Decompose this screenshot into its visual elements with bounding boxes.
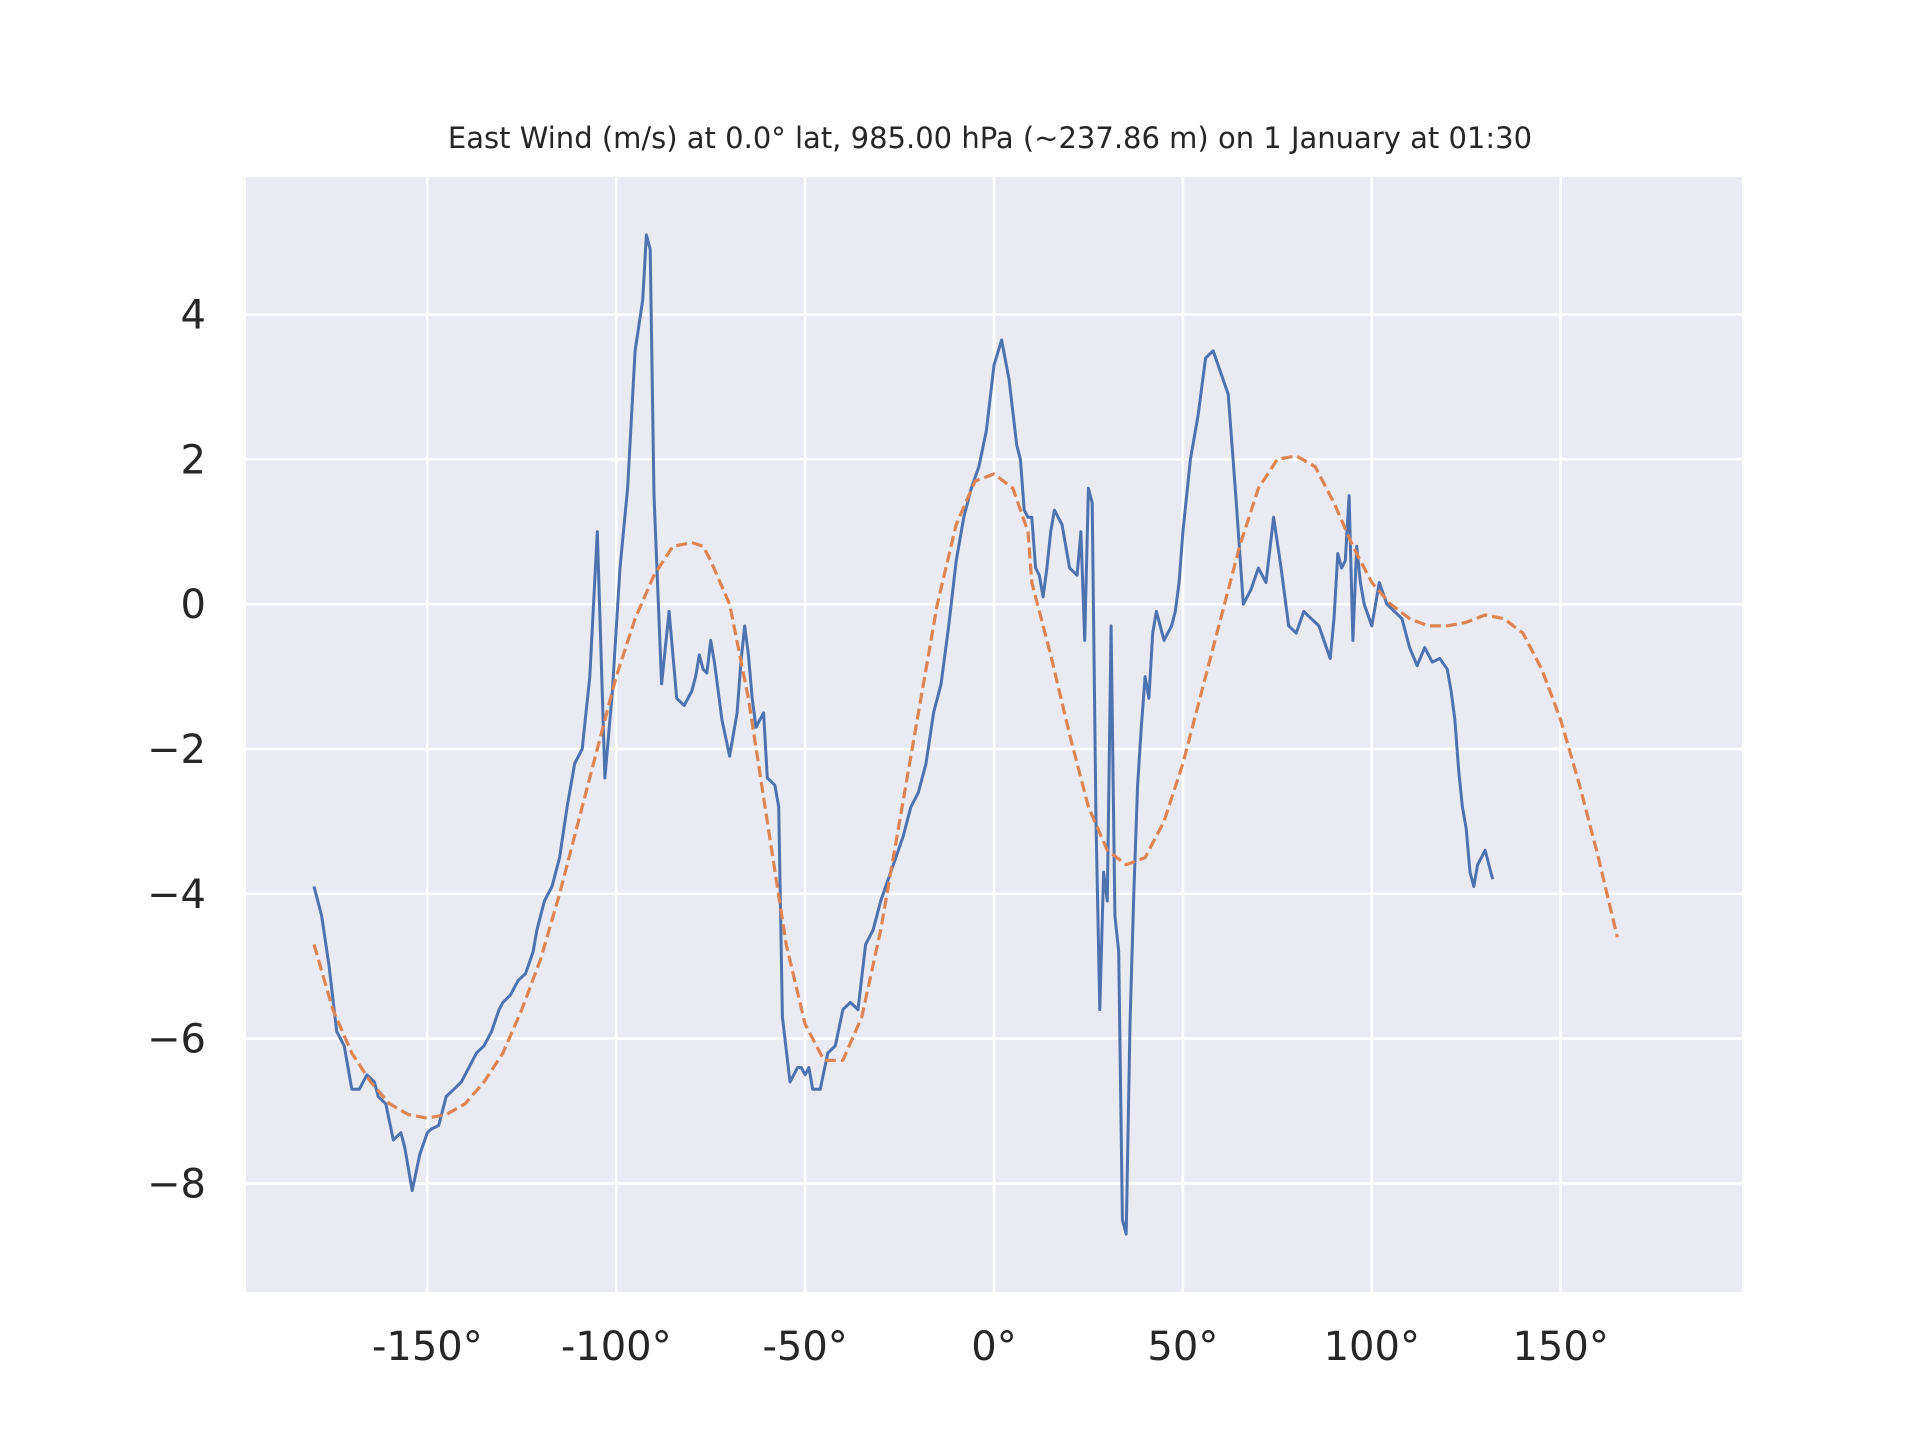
y-tick-label: −6 [147, 1017, 206, 1063]
y-tick-label: 0 [181, 582, 206, 628]
y-axis-ticks: 4 2 0 −2 −4 −6 −8 [147, 293, 206, 1208]
series-smoothed-fit [312, 454, 1619, 1120]
x-tick-label: -100° [561, 1324, 672, 1370]
y-tick-label: 4 [181, 293, 206, 339]
y-tick-label: −2 [147, 727, 206, 773]
x-tick-label: 0° [971, 1324, 1016, 1370]
x-tick-label: 100° [1324, 1324, 1420, 1370]
y-tick-label: −8 [147, 1161, 206, 1207]
x-tick-label: -150° [372, 1324, 483, 1370]
series-layer [312, 233, 1619, 1236]
x-tick-label: -50° [762, 1324, 847, 1370]
y-tick-label: −4 [147, 872, 206, 918]
x-axis-ticks: -150° -100° -50° 0° 50° 100° 150° [372, 1324, 1609, 1370]
x-tick-label: 50° [1147, 1324, 1218, 1370]
y-tick-label: 2 [181, 437, 206, 483]
x-tick-label: 150° [1512, 1324, 1608, 1370]
chart-title: East Wind (m/s) at 0.0° lat, 985.00 hPa … [448, 121, 1532, 155]
grid-lines [246, 177, 1742, 1292]
series-east-wind [312, 233, 1495, 1236]
